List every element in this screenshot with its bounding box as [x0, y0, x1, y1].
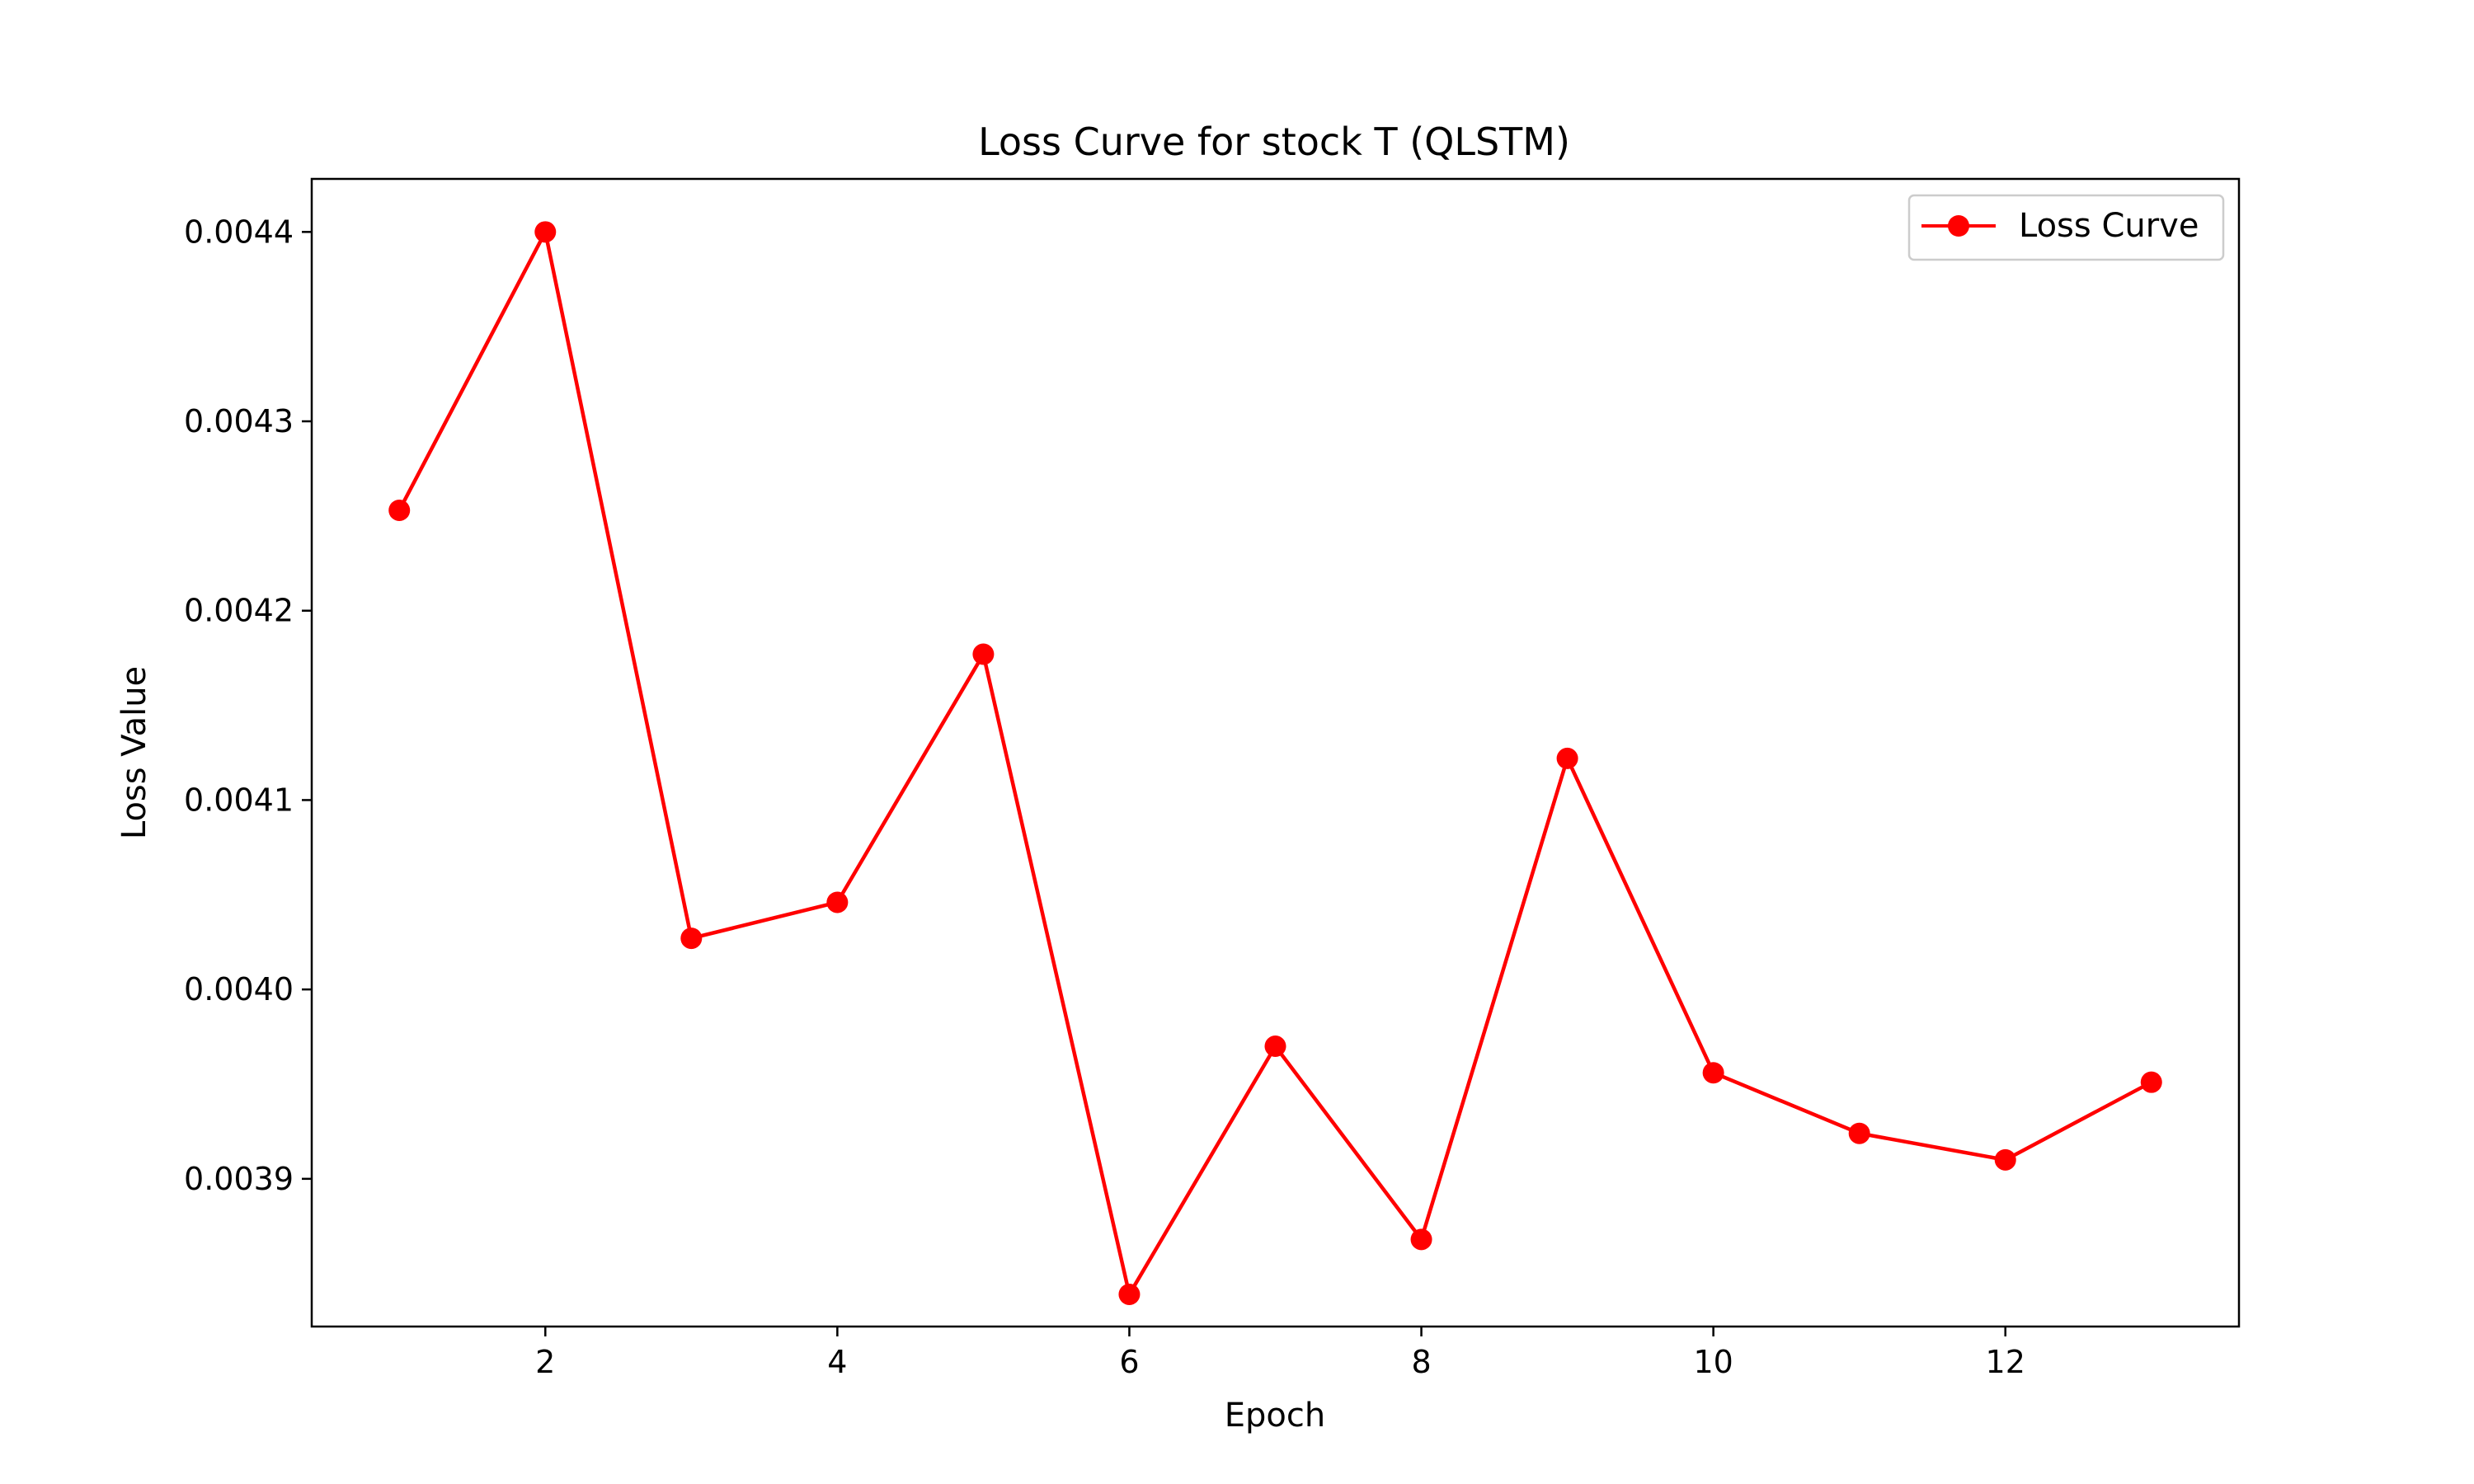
y-tick-label: 0.0041	[184, 782, 294, 818]
x-tick-label: 4	[827, 1344, 847, 1380]
data-point-3	[680, 928, 703, 950]
x-tick-label: 12	[1986, 1344, 2025, 1380]
x-axis-label: Epoch	[1225, 1397, 1325, 1435]
y-tick-label: 0.0040	[184, 971, 294, 1007]
y-axis-label: Loss Value	[115, 666, 153, 839]
x-tick-label: 8	[1411, 1344, 1431, 1380]
data-point-10	[1702, 1062, 1724, 1084]
y-tick-label: 0.0039	[184, 1161, 294, 1197]
data-point-11	[1848, 1122, 1870, 1144]
chart-title: Loss Curve for stock T (QLSTM)	[978, 120, 1570, 164]
legend-box	[1907, 194, 2225, 261]
data-point-6	[1118, 1283, 1141, 1305]
legend-marker-swatch	[1948, 215, 1969, 237]
data-point-9	[1556, 747, 1578, 769]
data-point-13	[2140, 1071, 2162, 1093]
y-tick-label: 0.0043	[184, 403, 294, 439]
legend-label: Loss Curve	[2019, 207, 2199, 245]
data-point-7	[1264, 1036, 1286, 1058]
plot-frame	[310, 177, 2241, 1328]
legend: Loss Curve	[1907, 194, 2225, 261]
x-tick-label: 6	[1119, 1344, 1139, 1380]
y-tick-label: 0.0044	[184, 214, 294, 250]
data-point-8	[1410, 1228, 1432, 1251]
data-point-2	[534, 221, 557, 243]
data-point-4	[826, 891, 849, 913]
plot-area	[388, 221, 2162, 1305]
y-axis-ticks: 0.0039 0.0040 0.0041 0.0042 0.0043 0.0044	[184, 214, 312, 1197]
data-point-12	[1994, 1148, 2016, 1171]
x-tick-label: 2	[535, 1344, 555, 1380]
data-point-1	[388, 499, 411, 521]
y-tick-label: 0.0042	[184, 593, 294, 629]
data-point-5	[972, 643, 995, 665]
x-tick-label: 10	[1693, 1344, 1733, 1380]
x-axis-ticks: 2 4 6 8 10 12	[535, 1327, 2025, 1380]
